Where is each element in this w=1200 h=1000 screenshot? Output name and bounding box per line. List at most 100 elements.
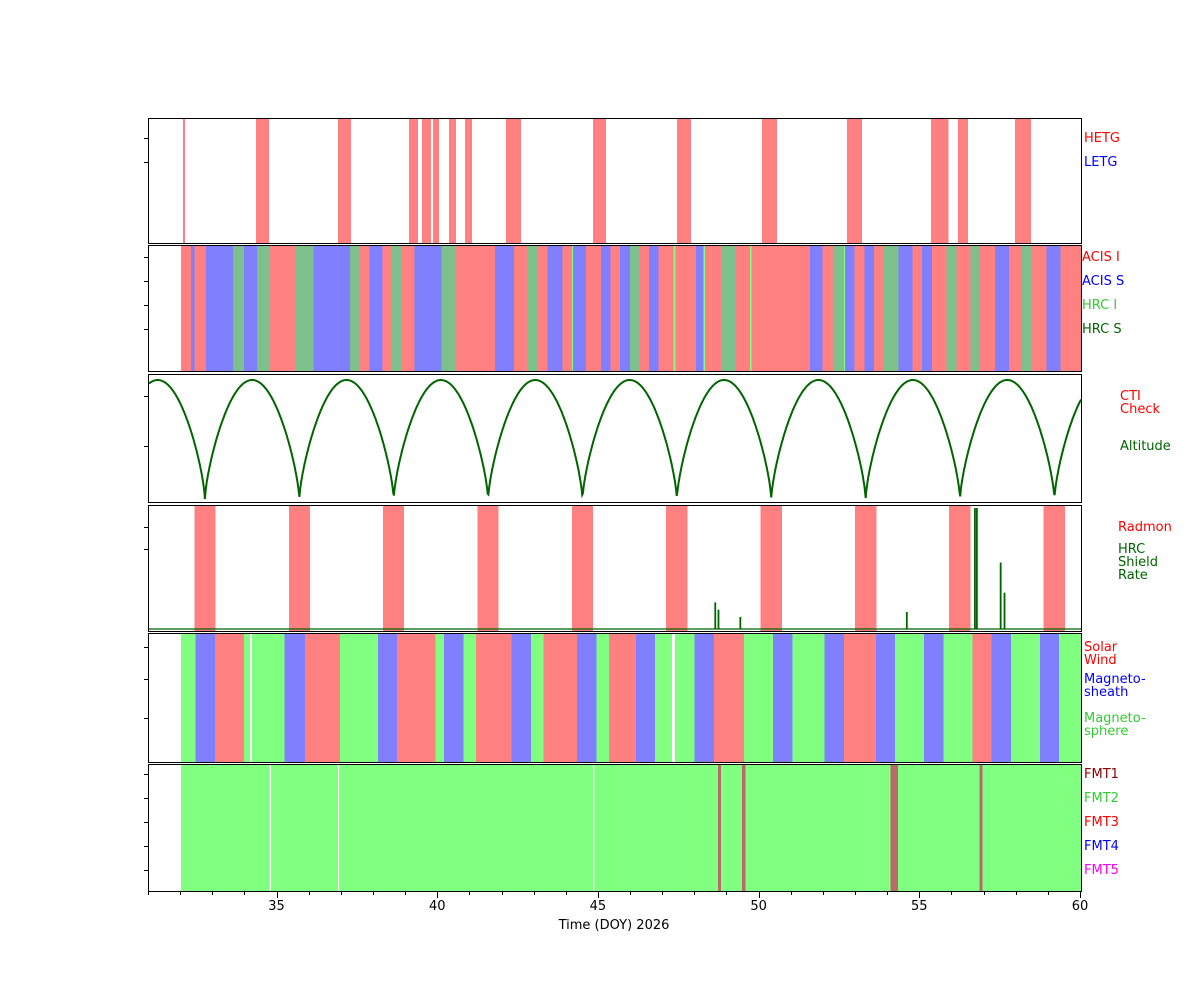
x-minor-tick xyxy=(340,892,342,895)
legend-label-solar: Solar xyxy=(1084,640,1118,655)
region-segment-sheath xyxy=(875,634,896,762)
x-major-tick xyxy=(276,892,278,898)
x-tick-label: 55 xyxy=(911,899,928,914)
x-minor-tick xyxy=(308,892,310,895)
altitude-curve xyxy=(149,379,1081,500)
instrument-segment xyxy=(359,246,370,371)
gratings-plot xyxy=(183,119,1032,243)
legend-label-fmt5: FMT5 xyxy=(1084,863,1119,878)
fmt1-bar xyxy=(890,765,898,891)
legend-label-acis-i: ACIS I xyxy=(1082,250,1120,265)
x-minor-tick xyxy=(887,892,889,895)
hetg-insert-bar xyxy=(958,119,969,243)
x-minor-tick xyxy=(180,892,182,895)
instrument-segment xyxy=(822,246,835,371)
instrument-segment xyxy=(874,246,884,371)
instrument-segment xyxy=(401,246,415,371)
instrument-segment xyxy=(956,246,971,371)
y-tick xyxy=(144,846,148,847)
instrument-segment xyxy=(586,246,601,371)
instrument-segment xyxy=(673,246,676,371)
legend-label-acis-s: ACIS S xyxy=(1082,274,1125,289)
instrument-segment xyxy=(898,246,913,371)
region-segment-sheath xyxy=(635,634,656,762)
region-segment-sphere xyxy=(943,634,973,762)
x-major-tick xyxy=(437,892,439,898)
y-tick xyxy=(144,798,148,799)
region-segment-wind xyxy=(543,634,578,762)
radmon-disable-bar xyxy=(382,506,405,631)
region-segment-sheath xyxy=(694,634,714,762)
x-major-tick xyxy=(758,892,760,898)
instrument-segment xyxy=(573,246,587,371)
x-minor-tick xyxy=(790,892,792,895)
hetg-insert-bar xyxy=(449,119,457,243)
regions-plot xyxy=(181,634,1081,762)
instrument-segment xyxy=(854,246,865,371)
legend-label-radmon: Radmon xyxy=(1118,520,1172,535)
x-tick-label: 40 xyxy=(428,899,446,914)
x-major-tick xyxy=(1080,892,1081,898)
x-minor-tick xyxy=(662,892,664,895)
instrument-segment xyxy=(528,246,538,371)
x-minor-tick xyxy=(983,892,985,895)
x-minor-tick xyxy=(630,892,632,895)
region-segment-sheath xyxy=(511,634,531,762)
hetg-insert-bar xyxy=(183,119,185,243)
y-tick xyxy=(144,822,148,823)
x-minor-tick xyxy=(501,892,503,895)
x-minor-tick xyxy=(822,892,824,895)
instrument-segment xyxy=(922,246,932,371)
y-tick xyxy=(144,647,148,648)
legend-label-wind: Wind xyxy=(1084,653,1117,668)
instrument-segment xyxy=(1009,246,1022,371)
instrument-segment xyxy=(912,246,923,371)
instrument-segment xyxy=(547,246,563,371)
x-major-tick xyxy=(919,892,921,898)
instrument-segment xyxy=(843,246,846,371)
instrument-segment xyxy=(233,246,245,371)
x-minor-tick xyxy=(533,892,535,895)
x-tick-label: 50 xyxy=(750,899,767,914)
y-tick xyxy=(144,774,148,775)
region-segment-wind xyxy=(476,634,512,762)
legend-label-shield: Shield xyxy=(1118,555,1158,570)
x-minor-tick xyxy=(148,892,149,895)
legend-label-hrc-i: HRC I xyxy=(1082,298,1118,313)
region-segment-wind xyxy=(214,634,244,762)
region-segment-sheath xyxy=(195,634,215,762)
instrument-segment xyxy=(382,246,392,371)
y-tick xyxy=(144,870,148,871)
legend-label-fmt3: FMT3 xyxy=(1084,815,1119,830)
fmt1-bar xyxy=(741,765,746,891)
x-minor-tick xyxy=(212,892,214,895)
x-minor-tick xyxy=(244,892,246,895)
legend-label-sheath: sheath xyxy=(1084,685,1129,700)
x-minor-tick xyxy=(372,892,374,895)
altitude-plot xyxy=(149,379,1081,500)
legend-label-magneto-: Magneto- xyxy=(1084,672,1146,687)
y-tick xyxy=(144,162,148,163)
legend-label-altitude: Altitude xyxy=(1120,439,1171,454)
radmon-disable-bar xyxy=(1043,506,1065,631)
region-segment-sphere xyxy=(463,634,477,762)
instrument-segment xyxy=(946,246,957,371)
instrument-segment xyxy=(751,246,810,371)
instrument-segment xyxy=(864,246,875,371)
legend-label-magneto-: Magneto- xyxy=(1084,711,1146,726)
panel-gratings xyxy=(148,118,1082,244)
instrument-segment xyxy=(931,246,947,371)
legend-label-sphere: sphere xyxy=(1084,724,1129,739)
fmt2-base-bar xyxy=(181,765,1081,891)
instrument-segment xyxy=(749,246,752,371)
instrument-segment xyxy=(256,246,270,371)
instrument-segment xyxy=(809,246,823,371)
region-segment-wind xyxy=(609,634,636,762)
region-segment-wind xyxy=(972,634,992,762)
instrument-segment xyxy=(883,246,899,371)
hetg-insert-bar xyxy=(408,119,418,243)
x-minor-tick xyxy=(1047,892,1049,895)
instrument-segment xyxy=(414,246,442,371)
instrument-segment xyxy=(350,246,360,371)
hetg-insert-bar xyxy=(593,119,607,243)
